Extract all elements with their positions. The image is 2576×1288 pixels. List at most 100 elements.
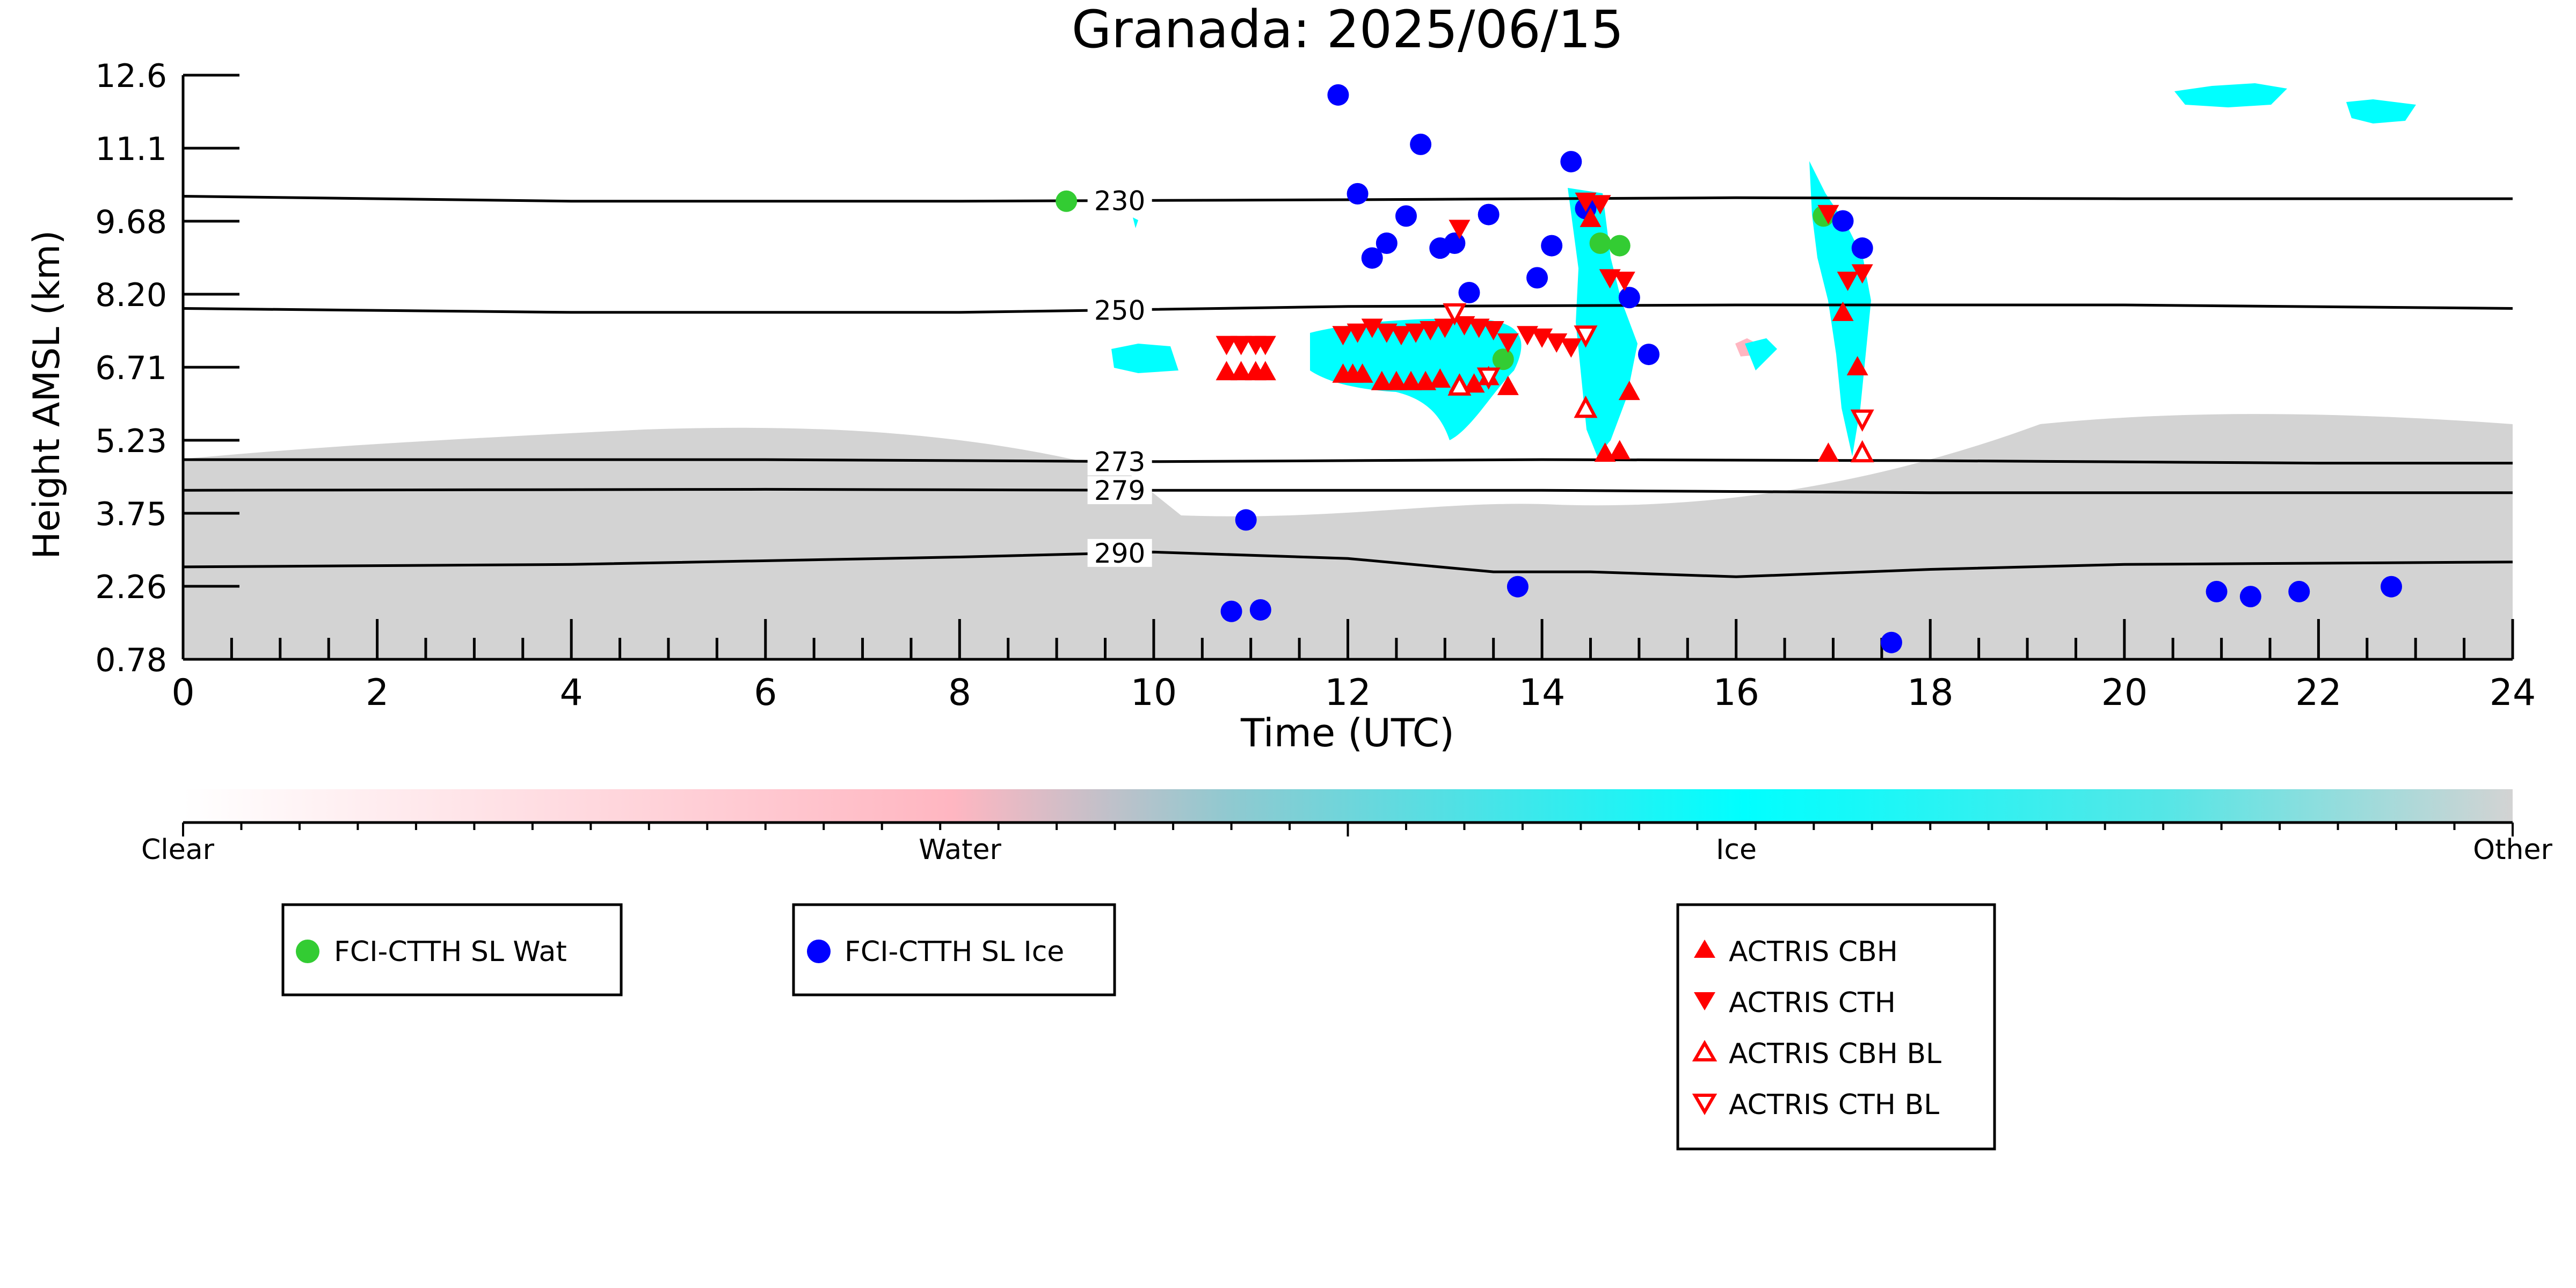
x-tick-label: 14 [1519, 672, 1566, 714]
x-tick-label: 22 [2295, 672, 2342, 714]
colorbar-ticks [182, 823, 2514, 836]
marker-fci-ctth-sl-ice [1851, 237, 1873, 259]
isotherm-label-bg [1087, 186, 1152, 215]
marker-fci-ctth-sl-wat [1609, 235, 1631, 257]
marker-actris-cth [1851, 264, 1873, 284]
legend-fci-water: FCI-CTTH SL Wat [281, 903, 623, 996]
marker-actris-cth [1390, 326, 1412, 346]
marker-actris-cbh [1580, 207, 1602, 227]
y-tick-label: 6.71 [95, 350, 167, 387]
marker-fci-ctth-sl-ice [1458, 282, 1480, 304]
marker-actris-cbh [1817, 442, 1839, 462]
legend-marker-cbh-bl [1692, 1040, 1718, 1061]
marker-actris-cbh [1216, 361, 1238, 381]
y-tick-label: 3.75 [95, 496, 167, 533]
isotherm-label-bg [1087, 296, 1152, 324]
marker-actris-cth [1254, 336, 1276, 355]
marker-fci-ctth-sl-ice [1618, 287, 1640, 309]
marker-actris-cth [1531, 328, 1553, 348]
marker-actris-cbh-bl [1574, 395, 1598, 418]
marker-actris-cth [1560, 338, 1582, 358]
legend-marker-cth-bl [1692, 1094, 1718, 1115]
legend-marker-ice [807, 940, 831, 963]
marker-fci-ctth-sl-ice [1347, 183, 1369, 205]
marker-fci-ctth-sl-ice [1327, 84, 1349, 106]
legend-label-cbh-bl: ACTRIS CBH BL [1729, 1038, 1941, 1070]
x-tick-label: 20 [2101, 672, 2148, 714]
chart-title: Granada: 2025/06/15 [1072, 0, 1624, 60]
marker-fci-ctth-sl-ice [1526, 267, 1548, 289]
marker-fci-ctth-sl-ice [1249, 599, 1271, 621]
y-tick-label: 12.6 [95, 57, 167, 95]
marker-actris-cth [1405, 323, 1427, 343]
marker-actris-cbh [1254, 361, 1276, 381]
marker-actris-cth [1589, 195, 1611, 215]
marker-fci-ctth-sl-ice [1832, 210, 1854, 232]
y-tick-label: 2.26 [95, 569, 167, 606]
y-axis-label: Height AMSL (km) [26, 230, 68, 559]
colorbar-label-other: Other [2473, 834, 2552, 866]
legend-actris: ACTRIS CBH ACTRIS CTH ACTRIS CBH BL ACTR… [1676, 903, 1996, 1151]
y-tick-label: 8.20 [95, 276, 167, 314]
colorbar-label-clear: Clear [141, 834, 215, 866]
legend-marker-cth [1694, 992, 1715, 1010]
y-tick-label: 9.68 [95, 203, 167, 241]
marker-actris-cbh [1846, 356, 1868, 376]
isotherm-250 [183, 303, 2513, 314]
isotherm-label-230: 230 [1094, 186, 1145, 217]
legend-marker-wat [296, 940, 319, 963]
data-markers [1056, 84, 2403, 653]
marker-actris-cth [1613, 271, 1635, 291]
marker-actris-cbh [1400, 370, 1422, 390]
x-tick-label: 18 [1907, 672, 1954, 714]
marker-actris-cbh [1385, 370, 1407, 390]
marker-actris-cbh [1230, 361, 1252, 381]
x-axis-label: Time (UTC) [1240, 710, 1454, 755]
other-field [183, 414, 2513, 659]
colorbar-gradient [183, 789, 2513, 821]
marker-actris-cbh [1371, 370, 1393, 390]
marker-fci-ctth-sl-ice [1361, 247, 1383, 269]
marker-actris-cth [1497, 333, 1519, 353]
marker-actris-cth [1347, 323, 1369, 343]
marker-actris-cth-bl [1476, 367, 1501, 390]
marker-fci-ctth-sl-ice [1507, 576, 1529, 598]
marker-fci-ctth-sl-ice [1395, 205, 1417, 227]
x-tick-label: 12 [1325, 672, 1371, 714]
marker-fci-ctth-sl-ice [1560, 151, 1582, 173]
legend-marker-cbh [1694, 940, 1715, 958]
colorbar-label-water: Water [919, 834, 1001, 866]
marker-fci-ctth-sl-ice [2288, 580, 2310, 602]
marker-actris-cbh [1429, 368, 1451, 388]
axes: 12.611.19.688.206.715.233.752.260.780 2 4 6… [95, 57, 2536, 714]
legend-label-wat: FCI-CTTH SL Wat [334, 936, 567, 968]
x-tick-label: 16 [1713, 672, 1759, 714]
marker-actris-cth [1837, 271, 1859, 291]
isotherm-label-290: 290 [1094, 538, 1145, 569]
isotherm-label-273: 273 [1094, 446, 1145, 477]
marker-fci-ctth-sl-ice [1638, 344, 1660, 366]
isotherm-273 [183, 458, 2513, 465]
x-tick-label: 4 [560, 672, 583, 714]
marker-actris-cbh [1832, 301, 1854, 321]
marker-fci-ctth-sl-ice [1444, 232, 1466, 254]
marker-fci-ctth-sl-wat [1492, 348, 1514, 370]
isotherm-label-bg [1087, 539, 1152, 567]
marker-fci-ctth-sl-ice [1235, 509, 1257, 531]
isotherm-279 [183, 487, 2513, 494]
marker-actris-cth [1332, 326, 1354, 346]
marker-actris-cth [1420, 321, 1442, 341]
marker-actris-cbh [1351, 363, 1373, 383]
colorbar: Clear Water Ice Other [141, 789, 2552, 866]
isotherm-label-bg [1087, 476, 1152, 505]
legend-label-ice: FCI-CTTH SL Ice [845, 936, 1064, 968]
isotherm-290 [183, 550, 2513, 578]
marker-fci-ctth-sl-ice [1410, 133, 1432, 155]
legend-label-cth: ACTRIS CTH [1729, 987, 1896, 1019]
marker-actris-cbh [1618, 381, 1640, 401]
marker-fci-ctth-sl-ice [1376, 232, 1398, 254]
x-tick-label: 10 [1131, 672, 1177, 714]
marker-fci-ctth-sl-ice [2381, 576, 2403, 598]
x-tick-label: 0 [171, 672, 194, 714]
